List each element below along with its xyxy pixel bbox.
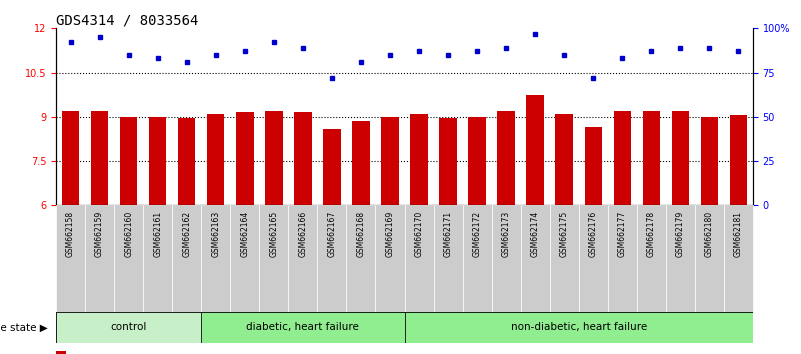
Text: GSM662177: GSM662177 [618, 211, 626, 257]
Text: GSM662160: GSM662160 [124, 211, 133, 257]
Text: GSM662161: GSM662161 [153, 211, 162, 257]
Bar [521, 205, 549, 312]
Bar [265, 111, 283, 205]
Bar [405, 312, 753, 343]
Text: GSM662173: GSM662173 [501, 211, 510, 257]
Text: diabetic, heart failure: diabetic, heart failure [247, 322, 360, 332]
Bar [439, 118, 457, 205]
Text: GSM662168: GSM662168 [356, 211, 365, 257]
Bar [323, 129, 340, 205]
Bar [352, 121, 369, 205]
Text: GSM662166: GSM662166 [299, 211, 308, 257]
Text: GSM662178: GSM662178 [647, 211, 656, 257]
Bar [405, 205, 433, 312]
Bar [62, 111, 79, 205]
Text: GSM662162: GSM662162 [183, 211, 191, 257]
Bar [637, 205, 666, 312]
Text: GSM662158: GSM662158 [66, 211, 75, 257]
Bar [497, 111, 515, 205]
Bar [56, 312, 201, 343]
Bar [724, 205, 753, 312]
Bar [346, 205, 376, 312]
Bar [317, 205, 346, 312]
Bar [410, 114, 428, 205]
Bar [56, 205, 85, 312]
Bar [149, 117, 167, 205]
Bar [381, 117, 399, 205]
Bar [172, 205, 201, 312]
Bar [555, 114, 573, 205]
Bar [492, 205, 521, 312]
Text: GSM662165: GSM662165 [269, 211, 278, 257]
Bar [694, 205, 724, 312]
Text: GSM662175: GSM662175 [560, 211, 569, 257]
Text: GSM662180: GSM662180 [705, 211, 714, 257]
Bar [469, 117, 485, 205]
Bar [114, 205, 143, 312]
Bar [178, 118, 195, 205]
Text: GSM662176: GSM662176 [589, 211, 598, 257]
Bar [462, 205, 492, 312]
Bar [701, 117, 718, 205]
Bar [730, 115, 747, 205]
Bar [143, 205, 172, 312]
Bar [288, 205, 317, 312]
Bar [56, 351, 66, 354]
Text: GSM662174: GSM662174 [531, 211, 540, 257]
Text: GSM662170: GSM662170 [415, 211, 424, 257]
Text: non-diabetic, heart failure: non-diabetic, heart failure [510, 322, 647, 332]
Bar [549, 205, 578, 312]
Bar [578, 205, 608, 312]
Bar [671, 111, 689, 205]
Text: GSM662169: GSM662169 [385, 211, 394, 257]
Text: disease state ▶: disease state ▶ [0, 322, 48, 332]
Bar [201, 205, 231, 312]
Text: GSM662167: GSM662167 [328, 211, 336, 257]
Text: GDS4314 / 8033564: GDS4314 / 8033564 [56, 13, 199, 27]
Bar [231, 205, 260, 312]
Bar [201, 312, 405, 343]
Bar [608, 205, 637, 312]
Text: GSM662164: GSM662164 [240, 211, 249, 257]
Text: GSM662159: GSM662159 [95, 211, 104, 257]
Bar [666, 205, 694, 312]
Bar [207, 114, 224, 205]
Bar [642, 111, 660, 205]
Text: control: control [111, 322, 147, 332]
Bar [585, 127, 602, 205]
Bar [526, 95, 544, 205]
Bar [85, 205, 114, 312]
Text: GSM662163: GSM662163 [211, 211, 220, 257]
Text: GSM662179: GSM662179 [676, 211, 685, 257]
Bar [433, 205, 462, 312]
Text: GSM662171: GSM662171 [444, 211, 453, 257]
Text: GSM662172: GSM662172 [473, 211, 481, 257]
Bar [91, 111, 108, 205]
Bar [614, 111, 631, 205]
Bar [236, 113, 253, 205]
Bar [294, 113, 312, 205]
Bar [376, 205, 405, 312]
Text: GSM662181: GSM662181 [734, 211, 743, 257]
Bar [260, 205, 288, 312]
Bar [120, 117, 138, 205]
